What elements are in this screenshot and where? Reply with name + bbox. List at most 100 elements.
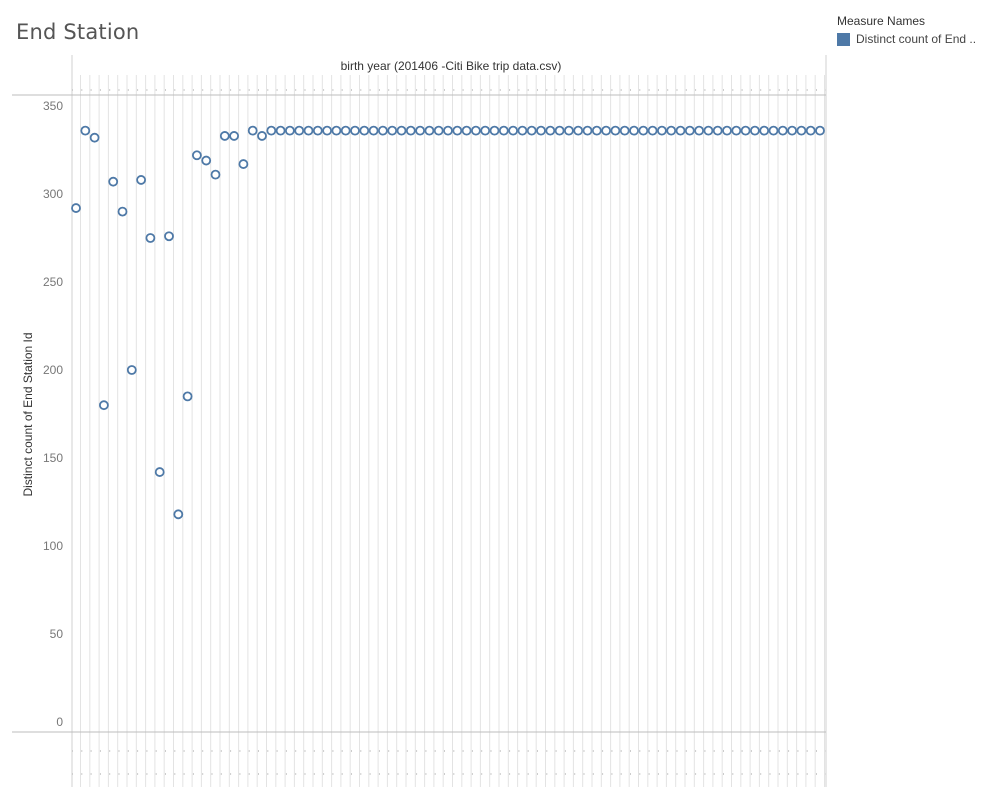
- data-point[interactable]: [573, 125, 584, 136]
- data-point[interactable]: [508, 125, 518, 136]
- data-point[interactable]: [164, 231, 174, 242]
- data-point[interactable]: [238, 159, 249, 169]
- data-point[interactable]: [554, 125, 565, 136]
- data-point[interactable]: [564, 125, 574, 136]
- data-point[interactable]: [591, 125, 602, 136]
- data-point[interactable]: [219, 131, 230, 141]
- legend-swatch: [837, 32, 850, 46]
- data-point[interactable]: [303, 125, 314, 136]
- data-point[interactable]: [331, 125, 342, 136]
- legend: Measure Names Distinct count of End ..: [837, 14, 997, 46]
- data-point[interactable]: [191, 150, 202, 161]
- data-point[interactable]: [117, 206, 128, 217]
- x-axis-label: birth year (201406 -Citi Bike trip data.…: [341, 59, 562, 73]
- data-point[interactable]: [480, 125, 491, 136]
- data-point[interactable]: [154, 467, 165, 477]
- data-point[interactable]: [340, 125, 351, 136]
- data-point[interactable]: [284, 125, 295, 136]
- data-point[interactable]: [405, 125, 416, 136]
- data-point[interactable]: [470, 125, 481, 136]
- y-axis-label: Distinct count of End Station Id: [21, 332, 35, 496]
- data-point[interactable]: [126, 365, 137, 375]
- data-point[interactable]: [629, 125, 639, 136]
- data-point[interactable]: [694, 125, 704, 136]
- data-point[interactable]: [684, 125, 695, 136]
- data-point[interactable]: [182, 391, 193, 402]
- data-point[interactable]: [526, 125, 537, 136]
- data-point[interactable]: [415, 125, 426, 136]
- data-point[interactable]: [647, 125, 658, 136]
- data-point[interactable]: [815, 125, 825, 136]
- data-point[interactable]: [229, 131, 240, 141]
- data-point[interactable]: [396, 125, 407, 136]
- data-point[interactable]: [247, 125, 258, 136]
- data-point[interactable]: [731, 125, 742, 136]
- data-point[interactable]: [498, 125, 509, 136]
- data-point[interactable]: [266, 125, 277, 136]
- data-point[interactable]: [350, 125, 360, 136]
- y-tick-label: 100: [43, 539, 63, 553]
- data-point[interactable]: [750, 125, 760, 136]
- data-point[interactable]: [582, 125, 593, 136]
- data-point[interactable]: [461, 125, 472, 136]
- data-point[interactable]: [666, 125, 677, 136]
- data-point[interactable]: [619, 125, 630, 136]
- data-point[interactable]: [210, 169, 221, 180]
- data-point[interactable]: [257, 131, 267, 141]
- data-point[interactable]: [99, 400, 109, 411]
- data-point[interactable]: [787, 125, 797, 136]
- plot-frame: [12, 55, 827, 787]
- data-point[interactable]: [136, 175, 147, 185]
- data-point[interactable]: [433, 125, 444, 136]
- data-point[interactable]: [443, 125, 453, 136]
- data-point[interactable]: [601, 125, 611, 136]
- data-point[interactable]: [322, 125, 333, 136]
- data-point[interactable]: [638, 125, 649, 136]
- data-point[interactable]: [796, 125, 807, 136]
- data-point[interactable]: [108, 176, 119, 187]
- data-point[interactable]: [368, 125, 379, 136]
- data-point[interactable]: [489, 125, 500, 136]
- data-point[interactable]: [712, 125, 723, 136]
- data-point[interactable]: [387, 125, 398, 136]
- y-tick-label: 50: [50, 627, 64, 641]
- data-point[interactable]: [740, 125, 751, 136]
- data-point[interactable]: [805, 125, 816, 136]
- data-point[interactable]: [545, 125, 556, 136]
- y-tick-label: 350: [43, 99, 63, 113]
- data-point[interactable]: [312, 125, 323, 136]
- data-point[interactable]: [359, 125, 370, 136]
- page-title: End Station: [16, 20, 140, 44]
- data-point[interactable]: [294, 125, 305, 136]
- data-marks: [71, 125, 825, 520]
- data-point[interactable]: [675, 125, 686, 136]
- data-point[interactable]: [759, 125, 770, 136]
- data-point[interactable]: [517, 125, 528, 136]
- data-point[interactable]: [71, 203, 81, 213]
- data-point[interactable]: [424, 125, 435, 136]
- y-tick-label: 150: [43, 451, 63, 465]
- data-point[interactable]: [768, 125, 779, 136]
- y-tick-label: 300: [43, 187, 63, 201]
- data-point[interactable]: [536, 125, 546, 136]
- data-point[interactable]: [89, 132, 100, 143]
- data-point[interactable]: [657, 125, 667, 136]
- y-tick-label: 250: [43, 275, 63, 289]
- data-point[interactable]: [173, 509, 184, 520]
- y-tick-label: 200: [43, 363, 63, 377]
- data-point[interactable]: [80, 125, 91, 136]
- data-point[interactable]: [377, 125, 388, 136]
- data-point[interactable]: [452, 125, 463, 136]
- data-point[interactable]: [275, 125, 286, 136]
- legend-item[interactable]: Distinct count of End ..: [837, 32, 997, 46]
- data-point[interactable]: [201, 155, 212, 166]
- data-point[interactable]: [703, 125, 714, 136]
- legend-item-label: Distinct count of End ..: [856, 32, 977, 46]
- legend-title: Measure Names: [837, 14, 926, 28]
- data-point[interactable]: [145, 233, 156, 243]
- data-point[interactable]: [777, 125, 788, 136]
- grid-lines: [72, 75, 826, 787]
- y-axis-ticks: 0 50 100 150 200 250 300 350: [43, 99, 63, 729]
- data-point[interactable]: [722, 125, 732, 136]
- data-point[interactable]: [610, 125, 621, 136]
